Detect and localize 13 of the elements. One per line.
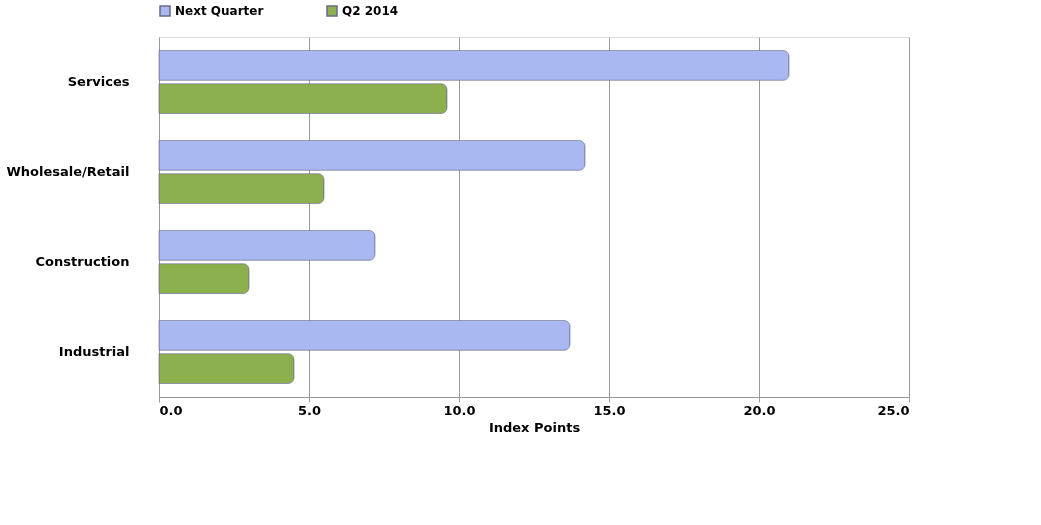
x-tick-label: 0.0 <box>159 402 183 418</box>
x-tick-label: 20.0 <box>743 402 776 418</box>
y-tick-label: Industrial <box>58 344 130 359</box>
y-tick-label: Wholesale/Retail <box>6 164 130 179</box>
x-axis-title: Index Points <box>488 419 581 435</box>
y-tick-label: Construction <box>35 254 130 269</box>
x-tick-label: 15.0 <box>593 402 626 418</box>
legend-label: Next Quarter <box>175 4 264 18</box>
x-tick-label: 25.0 <box>877 402 910 418</box>
x-tick-label: 5.0 <box>297 402 322 418</box>
legend-label: Q2 2014 <box>342 4 399 18</box>
x-tick-label: 10.0 <box>443 402 476 418</box>
y-tick-label: Services <box>67 74 130 89</box>
